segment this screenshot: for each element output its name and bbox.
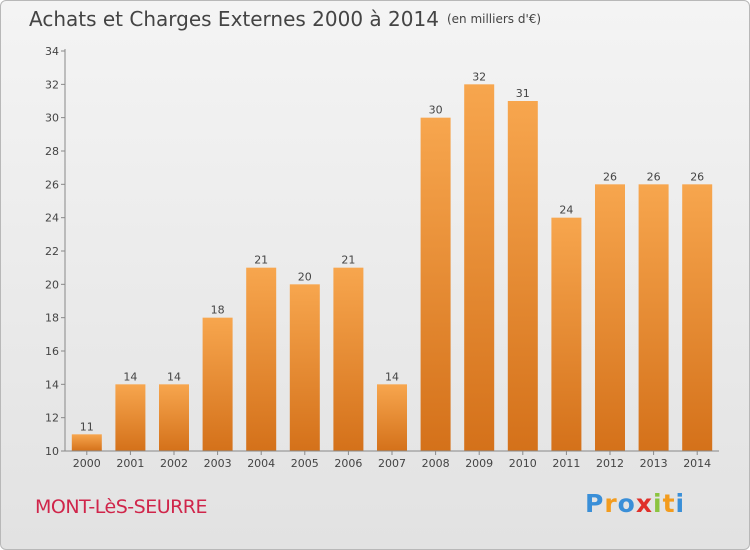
bar	[464, 84, 495, 451]
x-tick-label: 2003	[204, 457, 232, 470]
y-tick-label: 20	[45, 278, 59, 291]
y-axis: 10 12 14 16 18 20 22 24 26 28 30 32 34	[45, 45, 66, 458]
bar	[682, 184, 713, 452]
y-tick-label: 32	[45, 78, 59, 91]
bar-value-label: 14	[385, 370, 399, 383]
x-tick-label: 2011	[552, 457, 580, 470]
proxiti-logo: Proxiti	[585, 489, 685, 518]
bar-value-label: 21	[254, 254, 268, 267]
x-tick-label: 2012	[596, 457, 624, 470]
bar-value-label: 32	[472, 70, 486, 83]
town-name: MONT-LèS-SEURRE	[35, 496, 208, 518]
bar-value-label: 26	[603, 170, 617, 183]
x-tick-label: 2013	[640, 457, 668, 470]
x-axis: 2000 2001 2002 2003 2004 2005 2006 2007 2008 2009…	[65, 450, 719, 470]
bar-value-label: 30	[429, 104, 443, 117]
bar-value-label: 26	[647, 170, 661, 183]
bar	[638, 184, 669, 452]
bar	[333, 267, 364, 451]
x-tick-label: 2004	[247, 457, 275, 470]
x-tick-label: 2014	[683, 457, 711, 470]
y-tick-label: 14	[45, 378, 59, 391]
y-tick-label: 26	[45, 178, 59, 191]
y-tick-label: 30	[45, 112, 59, 125]
chart-title: Achats et Charges Externes 2000 à 2014 (e…	[29, 7, 541, 31]
x-tick-label: 2007	[378, 457, 406, 470]
bar	[595, 184, 625, 452]
bar-value-label: 24	[559, 204, 573, 217]
logo-letter: x	[635, 489, 653, 518]
x-tick-label: 2010	[509, 457, 537, 470]
x-tick-label: 2001	[116, 457, 144, 470]
y-tick-label: 16	[45, 345, 59, 358]
x-tick-label: 2002	[160, 457, 188, 470]
bar-value-label: 18	[211, 304, 225, 317]
bars: 11 14 14 18 21 20 21 14 30 32 31 24 26 26 26	[71, 70, 713, 452]
bar	[246, 267, 277, 451]
bar-value-label: 14	[123, 370, 137, 383]
bar	[71, 434, 102, 451]
bar	[115, 384, 146, 451]
logo-letter: i	[653, 489, 663, 518]
chart-unit: (en milliers d'€)	[446, 12, 542, 26]
logo-letter: o	[617, 489, 636, 518]
y-tick-label: 34	[45, 45, 59, 58]
bar	[159, 384, 189, 451]
x-tick-label: 2000	[73, 457, 101, 470]
y-tick-label: 12	[45, 412, 59, 425]
bar	[377, 384, 407, 451]
bar-value-label: 11	[80, 420, 94, 433]
logo-letter: r	[604, 489, 618, 518]
x-tick-label: 2008	[422, 457, 450, 470]
y-tick-label: 28	[45, 145, 59, 158]
bar	[289, 284, 320, 451]
y-tick-label: 24	[45, 212, 59, 225]
bar-value-label: 31	[516, 87, 530, 100]
bar-value-label: 26	[690, 170, 704, 183]
bar-value-label: 14	[167, 370, 181, 383]
x-tick-label: 2006	[334, 457, 362, 470]
y-tick-label: 10	[45, 445, 59, 458]
bar-value-label: 21	[341, 254, 355, 267]
chart-title-text: Achats et Charges Externes 2000 à 2014	[29, 7, 439, 31]
y-tick-label: 22	[45, 245, 59, 258]
x-tick-label: 2005	[291, 457, 319, 470]
bar	[202, 317, 233, 451]
bar	[551, 217, 582, 451]
logo-letter: P	[585, 489, 605, 518]
logo-letter: i	[675, 489, 686, 518]
x-tick-label: 2009	[465, 457, 493, 470]
logo-letter: t	[662, 489, 676, 518]
bar-value-label: 20	[298, 270, 312, 283]
y-tick-label: 18	[45, 312, 59, 325]
bar	[507, 101, 538, 451]
bar	[420, 117, 451, 452]
